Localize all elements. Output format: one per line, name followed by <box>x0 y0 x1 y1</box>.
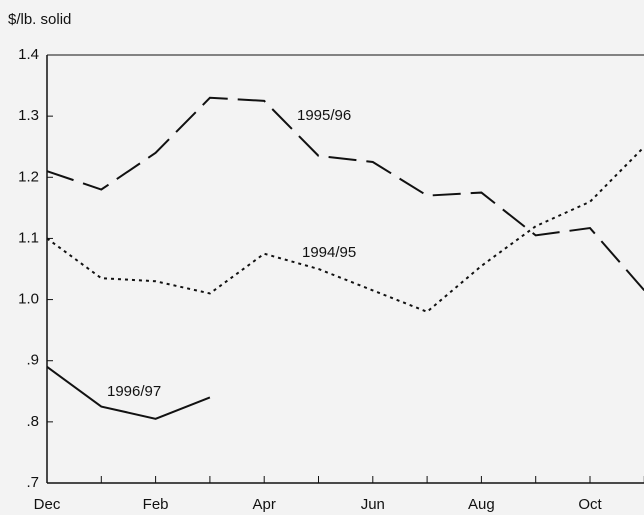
y-tick-label: .9 <box>26 352 39 369</box>
x-tick-label: Apr <box>253 496 276 513</box>
x-tick-label: Aug <box>468 496 495 513</box>
x-tick-label: Jun <box>361 496 385 513</box>
series-line <box>46 146 644 313</box>
y-tick-label: 1.2 <box>18 168 39 185</box>
series-label: 1996/97 <box>107 383 161 400</box>
y-tick-label: .8 <box>26 413 39 430</box>
y-tick-label: 1.0 <box>18 291 39 308</box>
series-label: 1994/95 <box>302 244 356 261</box>
y-tick-label: 1.1 <box>18 229 39 246</box>
series-label: 1995/96 <box>297 107 351 124</box>
x-tick-label: Feb <box>143 496 169 513</box>
y-tick-label: 1.4 <box>18 46 39 63</box>
series-line <box>46 96 644 292</box>
series-line <box>46 366 211 420</box>
y-axis-label: $/lb. solid <box>8 11 71 28</box>
x-tick-label: Dec <box>34 496 61 513</box>
y-tick-label: 1.3 <box>18 107 39 124</box>
x-tick-label: Oct <box>578 496 602 513</box>
y-tick-label: .7 <box>26 474 39 491</box>
